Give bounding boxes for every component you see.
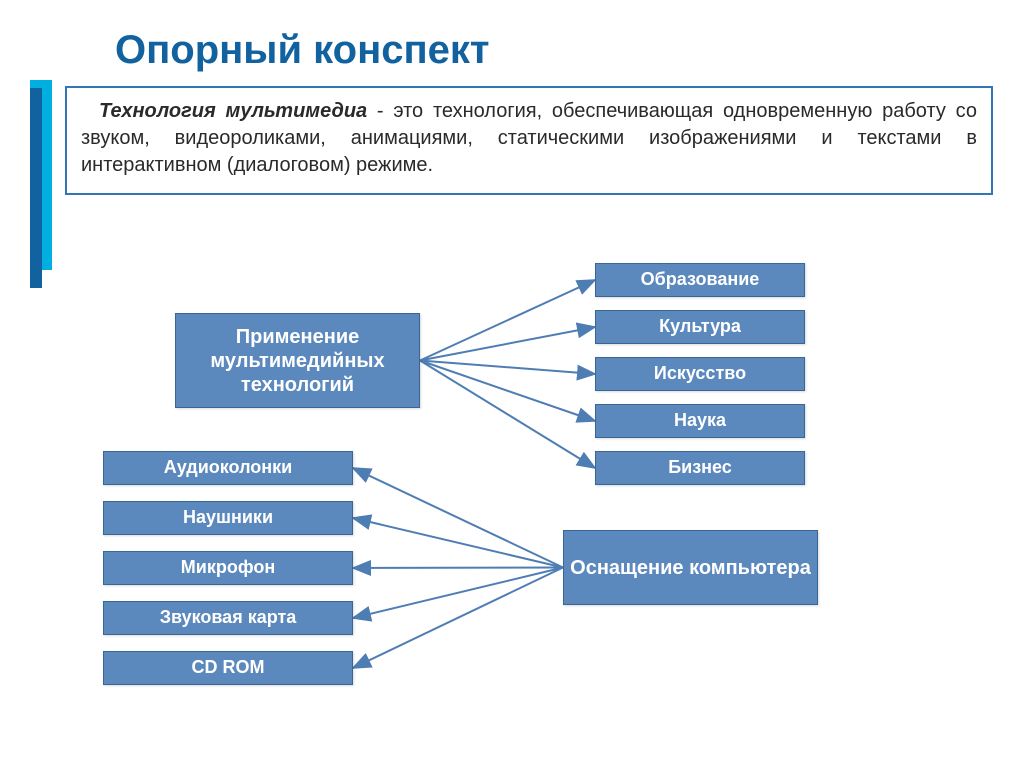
node-equip: Оснащение компьютера: [563, 530, 818, 605]
edge-equip-to-speakers: [353, 468, 563, 568]
edge-main_app-to-science: [420, 361, 595, 422]
node-edu: Образование: [595, 263, 805, 297]
node-science: Наука: [595, 404, 805, 438]
edge-equip-to-soundcard: [353, 568, 563, 619]
node-headphones: Наушники: [103, 501, 353, 535]
edge-equip-to-cdrom: [353, 568, 563, 669]
page-title: Опорный конспект: [115, 28, 490, 73]
accent-bar-dark: [30, 88, 42, 288]
definition-box: Технология мультимедиа - это технология,…: [65, 86, 993, 195]
node-cdrom: CD ROM: [103, 651, 353, 685]
definition-text: Технология мультимедиа - это технология,…: [81, 98, 977, 179]
node-main_app: Применение мультимедийных технологий: [175, 313, 420, 408]
definition-term: Технология мультимедиа: [99, 100, 367, 122]
node-speakers: Аудиоколонки: [103, 451, 353, 485]
edge-main_app-to-culture: [420, 327, 595, 361]
edge-main_app-to-edu: [420, 280, 595, 361]
edge-equip-to-headphones: [353, 518, 563, 568]
node-culture: Культура: [595, 310, 805, 344]
edge-main_app-to-business: [420, 361, 595, 469]
node-art: Искусство: [595, 357, 805, 391]
node-soundcard: Звуковая карта: [103, 601, 353, 635]
edge-main_app-to-art: [420, 361, 595, 375]
node-mic: Микрофон: [103, 551, 353, 585]
edge-equip-to-mic: [353, 568, 563, 569]
node-business: Бизнес: [595, 451, 805, 485]
